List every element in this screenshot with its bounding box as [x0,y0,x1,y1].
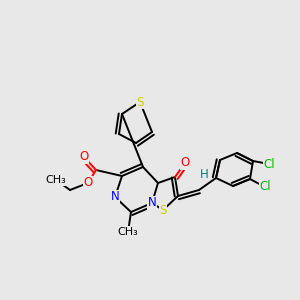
Text: S: S [136,95,144,109]
Text: H: H [200,167,208,181]
Text: N: N [111,190,119,203]
Text: Cl: Cl [263,158,275,170]
Text: O: O [83,176,93,190]
Text: S: S [159,203,167,217]
Text: O: O [180,157,190,169]
Text: CH₃: CH₃ [118,227,138,237]
Text: O: O [80,151,88,164]
Text: Cl: Cl [259,181,271,194]
Text: CH₃: CH₃ [46,175,66,185]
Text: N: N [148,196,156,209]
